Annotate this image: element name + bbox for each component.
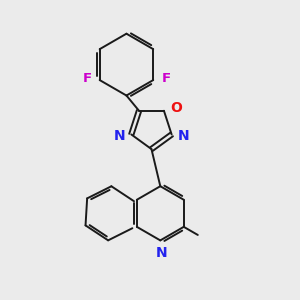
Text: N: N — [178, 129, 189, 143]
Text: N: N — [114, 129, 125, 143]
Text: F: F — [161, 72, 171, 85]
Text: N: N — [156, 246, 168, 260]
Text: F: F — [82, 72, 92, 85]
Text: O: O — [170, 101, 182, 116]
